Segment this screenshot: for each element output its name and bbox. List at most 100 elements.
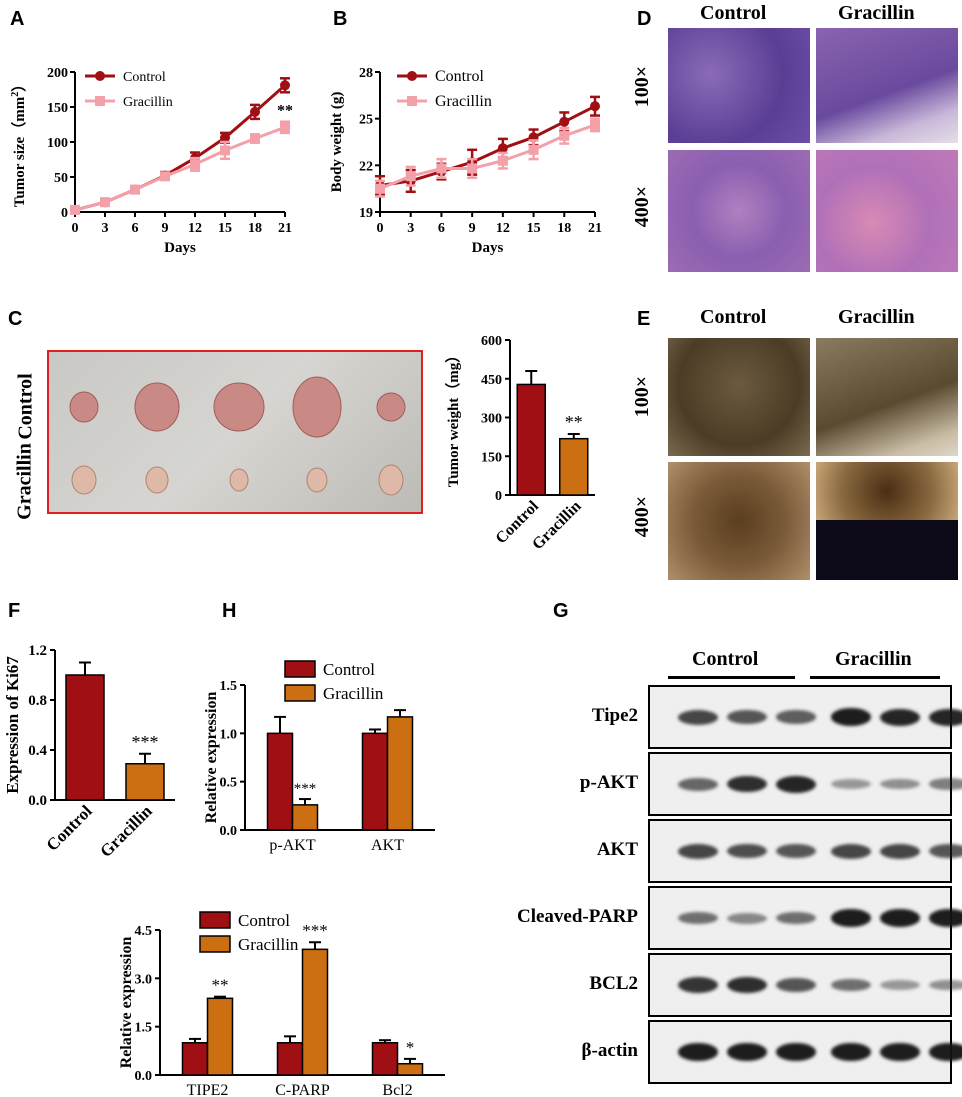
he-image-gracillin-400x bbox=[816, 150, 958, 272]
y-tick-label: 28 bbox=[359, 66, 373, 81]
y-tick-label: 1.5 bbox=[220, 679, 238, 694]
wb-band-box bbox=[648, 685, 962, 749]
legend-label: Control bbox=[435, 68, 484, 85]
y-tick-label: 19 bbox=[359, 206, 373, 221]
bar bbox=[361, 732, 389, 831]
x-tick-label: 12 bbox=[188, 221, 202, 236]
bar bbox=[396, 1062, 424, 1076]
ihc-image-gracillin-100x bbox=[816, 338, 958, 456]
wb-band bbox=[678, 709, 718, 725]
tumor-size-line-chart: 0 50 100 150 200 0 3 6 9 12 15 18 21 Days Tumor size（m… bbox=[10, 66, 293, 256]
bar bbox=[125, 763, 165, 801]
wb-band bbox=[880, 1043, 920, 1061]
data-point bbox=[250, 133, 260, 144]
wb-band bbox=[929, 844, 962, 858]
tumor-gracillin bbox=[145, 466, 169, 494]
wb-band bbox=[880, 909, 920, 927]
bar bbox=[206, 997, 234, 1076]
x-tick-label: 15 bbox=[218, 221, 232, 236]
legend-label: Control bbox=[323, 660, 375, 679]
photo-row-label-gracillin: Gracillin bbox=[13, 443, 36, 520]
x-tick-label: 3 bbox=[407, 221, 414, 236]
x-tick-label: 6 bbox=[438, 221, 445, 236]
y-tick-label: 50 bbox=[54, 171, 68, 186]
wb-band bbox=[678, 777, 718, 791]
x-tick-label: TIPE2 bbox=[187, 1082, 229, 1097]
data-point bbox=[528, 144, 539, 155]
x-tick-label: 12 bbox=[496, 221, 510, 236]
significance-marker: ** bbox=[277, 103, 293, 120]
data-point bbox=[130, 184, 140, 195]
he-image-control-400x bbox=[668, 150, 810, 272]
tumor-control bbox=[292, 376, 342, 438]
data-point bbox=[160, 171, 170, 182]
data-point bbox=[70, 204, 80, 215]
data-point bbox=[559, 116, 570, 127]
data-point bbox=[497, 155, 508, 166]
y-axis-title: Tumor weight（mg） bbox=[444, 348, 462, 488]
x-tick-label: 21 bbox=[588, 221, 602, 236]
bar bbox=[65, 674, 105, 801]
y-axis-title: Relative expression bbox=[118, 937, 135, 1069]
y-axis-title: Body weight (g) bbox=[329, 92, 345, 193]
wb-band bbox=[831, 978, 871, 992]
panel-label-d: D bbox=[637, 8, 652, 30]
significance-marker: *** bbox=[294, 781, 317, 797]
bar bbox=[301, 948, 329, 1076]
tumor-control bbox=[134, 382, 180, 432]
x-tick-label: Control bbox=[43, 801, 96, 854]
ihc-row-label-100x: 100× bbox=[631, 375, 654, 418]
legend-label: Control bbox=[123, 70, 166, 85]
ihc-col-label-gracillin: Gracillin bbox=[838, 306, 915, 328]
ihc-row-label-400x: 400× bbox=[631, 495, 654, 538]
ihc-image-gracillin-400x bbox=[816, 462, 958, 580]
y-tick-label: 600 bbox=[481, 334, 502, 349]
wb-band bbox=[776, 1043, 816, 1061]
ihc-col-label-control: Control bbox=[700, 306, 767, 328]
y-tick-label: 25 bbox=[359, 113, 373, 128]
wb-band-box bbox=[648, 953, 962, 1017]
wb-band bbox=[831, 779, 871, 789]
significance-marker: *** bbox=[302, 921, 328, 940]
y-tick-label: 0.0 bbox=[135, 1069, 153, 1084]
tumor-gracillin bbox=[306, 467, 328, 493]
x-axis-title: Days bbox=[472, 240, 504, 256]
ihc-image-control-100x bbox=[668, 338, 810, 456]
wb-band-box bbox=[648, 819, 962, 883]
he-image-control-100x bbox=[668, 28, 810, 143]
bar bbox=[181, 1042, 209, 1076]
legend-marker bbox=[407, 96, 417, 106]
tumor-control bbox=[376, 392, 406, 422]
panel-label-a: A bbox=[10, 8, 25, 30]
y-tick-label: 3.0 bbox=[135, 972, 153, 987]
y-tick-label: 450 bbox=[481, 373, 502, 388]
wb-band bbox=[929, 909, 962, 927]
y-tick-label: 0.0 bbox=[28, 793, 47, 809]
wb-band bbox=[831, 843, 871, 859]
wb-band bbox=[678, 911, 718, 925]
tumor-control bbox=[213, 382, 265, 432]
data-point bbox=[497, 143, 508, 154]
data-point bbox=[100, 197, 110, 208]
wb-band-label: Tipe2 bbox=[591, 705, 638, 726]
bar bbox=[386, 716, 414, 831]
y-tick-label: 0 bbox=[61, 206, 68, 221]
tumor-photo bbox=[47, 350, 423, 514]
ihc-panel: Control Gracillin 100× 400× bbox=[628, 300, 962, 585]
x-tick-label: p-AKT bbox=[269, 837, 315, 854]
wb-band bbox=[678, 977, 718, 993]
data-point bbox=[280, 122, 290, 133]
panel-label-f: F bbox=[8, 600, 21, 622]
y-tick-label: 4.5 bbox=[135, 924, 153, 939]
he-image-gracillin-100x bbox=[816, 28, 958, 143]
panel-label-g: G bbox=[553, 600, 569, 622]
data-point bbox=[190, 159, 200, 170]
legend-label: Gracillin bbox=[238, 935, 299, 954]
bar bbox=[266, 732, 294, 831]
series-line bbox=[379, 123, 596, 191]
y-tick-label: 0.8 bbox=[28, 693, 47, 709]
data-point bbox=[590, 119, 600, 130]
y-tick-label: 150 bbox=[47, 101, 68, 116]
y-tick-label: 1.5 bbox=[135, 1021, 153, 1036]
